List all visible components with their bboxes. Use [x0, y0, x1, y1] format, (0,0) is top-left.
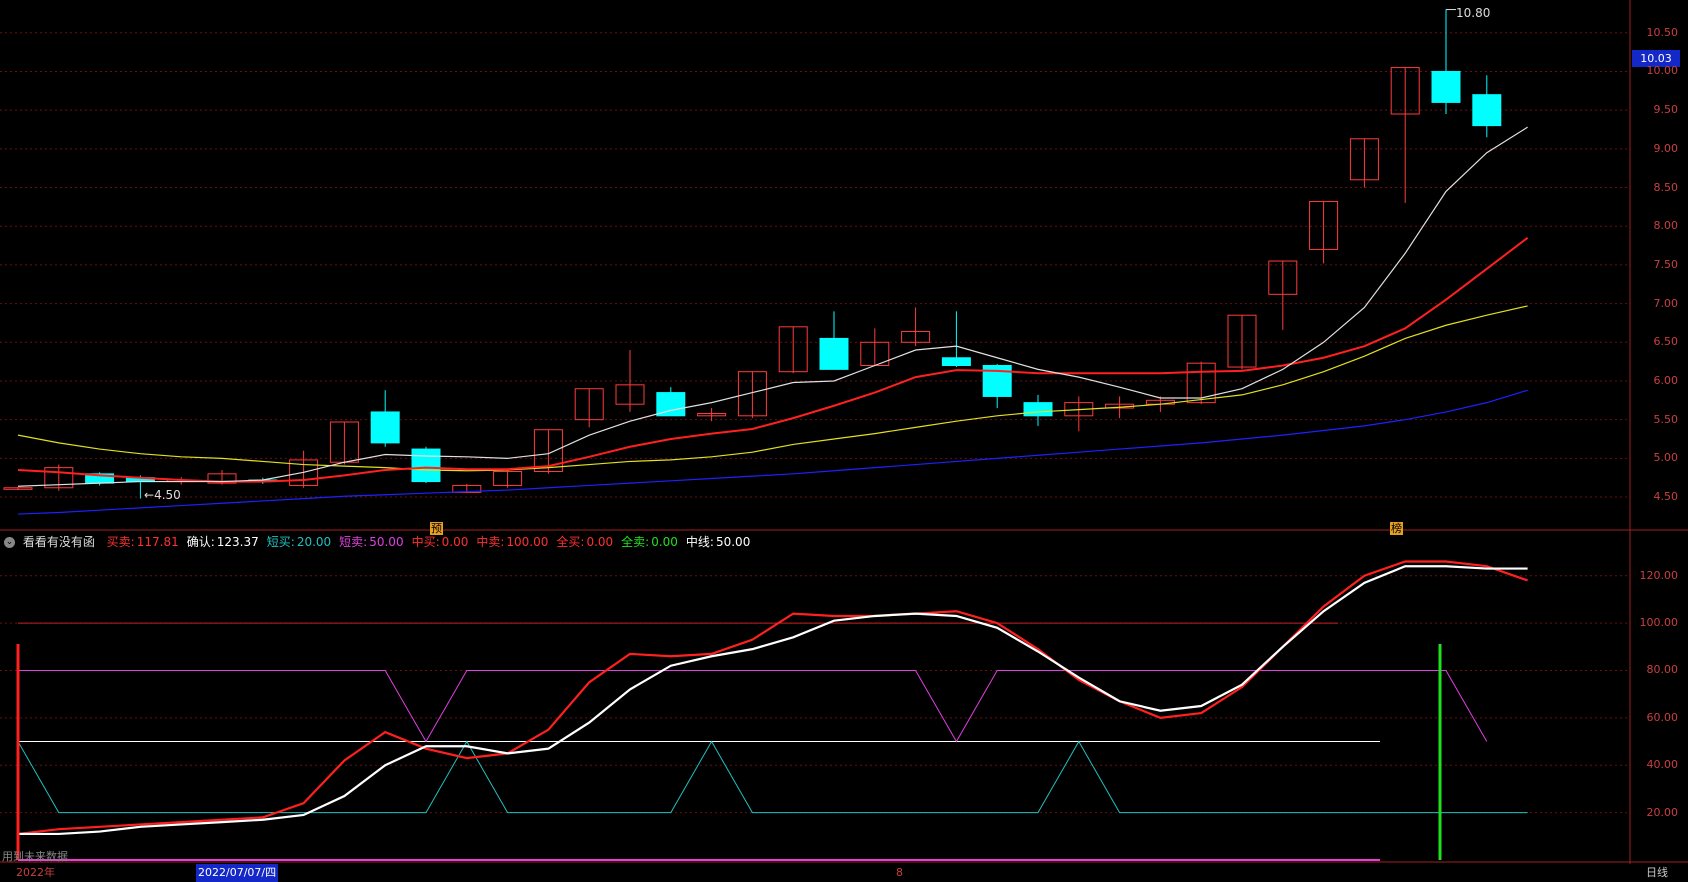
ind-duanmai2-line: [17, 740, 1528, 814]
price-tick-2: 9.50: [1653, 103, 1679, 117]
indicator-label-7: 全卖:: [621, 535, 650, 549]
candle-body-18: [737, 371, 767, 417]
price-tick-8: 6.50: [1653, 335, 1679, 349]
candle-body-34: [1390, 67, 1420, 115]
candle-body-25: [1023, 402, 1053, 417]
price-tick-7: 7.00: [1653, 296, 1679, 310]
indicator-label-3: 短卖:: [339, 535, 368, 549]
indicator-tick-5: 20.00: [1646, 805, 1679, 819]
candle-body-15: [615, 384, 645, 405]
price-tick-1: 10.00: [1646, 64, 1679, 78]
price-tick-11: 5.00: [1653, 451, 1679, 465]
candle-body-30: [1227, 314, 1257, 368]
cursor-date-label: 2022/07/07/四: [196, 864, 279, 882]
indicator-value-2: 20.00: [296, 535, 332, 549]
candle-body-12: [493, 471, 523, 486]
indicator-name[interactable]: 看看有没有函: [22, 535, 95, 549]
indicator-tick-3: 60.00: [1646, 710, 1679, 724]
indicator-label-2: 短买:: [266, 535, 295, 549]
ind-duanmai-line: [18, 669, 1488, 743]
ma20-line: [17, 305, 1528, 472]
ma5-line: [17, 126, 1528, 487]
ind-queren-line: [18, 565, 1528, 836]
future-data-note: 用到未来数据: [2, 850, 68, 863]
candle-body-13: [533, 429, 563, 473]
period-selector[interactable]: 日线: [1646, 866, 1668, 879]
price-tick-12: 4.50: [1653, 490, 1679, 504]
price-tick-4: 8.50: [1653, 180, 1679, 194]
price-tick-10: 5.50: [1653, 412, 1679, 426]
indicator-value-3: 50.00: [369, 535, 404, 549]
ma10-line: [17, 237, 1529, 483]
indicator-tick-0: 120.00: [1639, 568, 1679, 582]
candle-body-31: [1268, 260, 1298, 295]
candle-body-33: [1349, 138, 1379, 181]
candle-body-10: [411, 448, 441, 483]
candle-body-16: [656, 392, 686, 417]
indicator-label-1: 确认:: [186, 535, 215, 549]
high-price-label: 10.80: [1456, 6, 1491, 20]
price-tick-5: 8.00: [1653, 219, 1679, 233]
indicator-value-7: 0.00: [651, 535, 678, 549]
price-tick-0: 10.50: [1646, 25, 1679, 39]
candle-body-9: [370, 411, 400, 444]
current-price-box: 10.03: [1632, 50, 1680, 67]
candle-body-17: [697, 412, 727, 417]
year-label: 2022年: [16, 866, 55, 879]
indicator-label-0: 买卖:: [106, 535, 135, 549]
indicator-value-6: 0.00: [586, 535, 614, 549]
signal-marker-1[interactable]: 预: [430, 522, 443, 535]
indicator-value-5: 100.00: [506, 535, 549, 549]
indicator-tick-2: 80.00: [1646, 663, 1679, 677]
signal-marker-2[interactable]: 榜: [1390, 522, 1403, 535]
candle-body-22: [901, 330, 931, 343]
indicator-value-0: 117.81: [136, 535, 179, 549]
candle-body-0: [3, 487, 33, 490]
month-label: 8: [896, 866, 903, 879]
chevron-down-icon[interactable]: ⌄: [4, 537, 15, 548]
candle-body-32: [1309, 200, 1339, 250]
indicator-label-6: 全买:: [556, 535, 585, 549]
candle-body-36: [1472, 94, 1502, 127]
candle-body-35: [1431, 70, 1461, 103]
indicator-value-4: 0.00: [441, 535, 469, 549]
indicator-value-1: 123.37: [216, 535, 259, 549]
indicator-label-5: 中卖:: [476, 535, 505, 549]
indicator-header: ⌄ 看看有没有函 买卖: 117.81 确认: 123.37 短买: 20.00 短卖: 50…: [0, 534, 1600, 550]
candle-body-11: [452, 484, 482, 493]
price-tick-6: 7.50: [1653, 257, 1679, 271]
ind-maimai-line: [17, 560, 1528, 836]
candle-body-29: [1186, 362, 1216, 404]
ma60-line: [17, 389, 1528, 515]
candle-body-5: [207, 473, 237, 484]
indicator-value-8: 50.00: [715, 535, 751, 549]
candle-body-20: [819, 337, 849, 370]
indicator-tick-1: 100.00: [1639, 616, 1679, 630]
indicator-tick-4: 40.00: [1646, 758, 1679, 772]
candle-body-19: [778, 326, 808, 373]
candle-body-7: [289, 459, 319, 486]
candle-body-23: [941, 357, 971, 366]
price-tick-9: 6.00: [1653, 373, 1679, 387]
price-tick-3: 9.00: [1653, 141, 1679, 155]
indicator-label-4: 中买:: [411, 535, 440, 549]
indicator-label-8: 中线:: [685, 535, 714, 549]
candle-body-1: [44, 467, 74, 489]
candle-body-14: [574, 388, 604, 421]
date-axis: 2022年 2022/07/07/四 8 日线: [0, 864, 1688, 882]
low-price-label: ←4.50: [144, 488, 181, 502]
